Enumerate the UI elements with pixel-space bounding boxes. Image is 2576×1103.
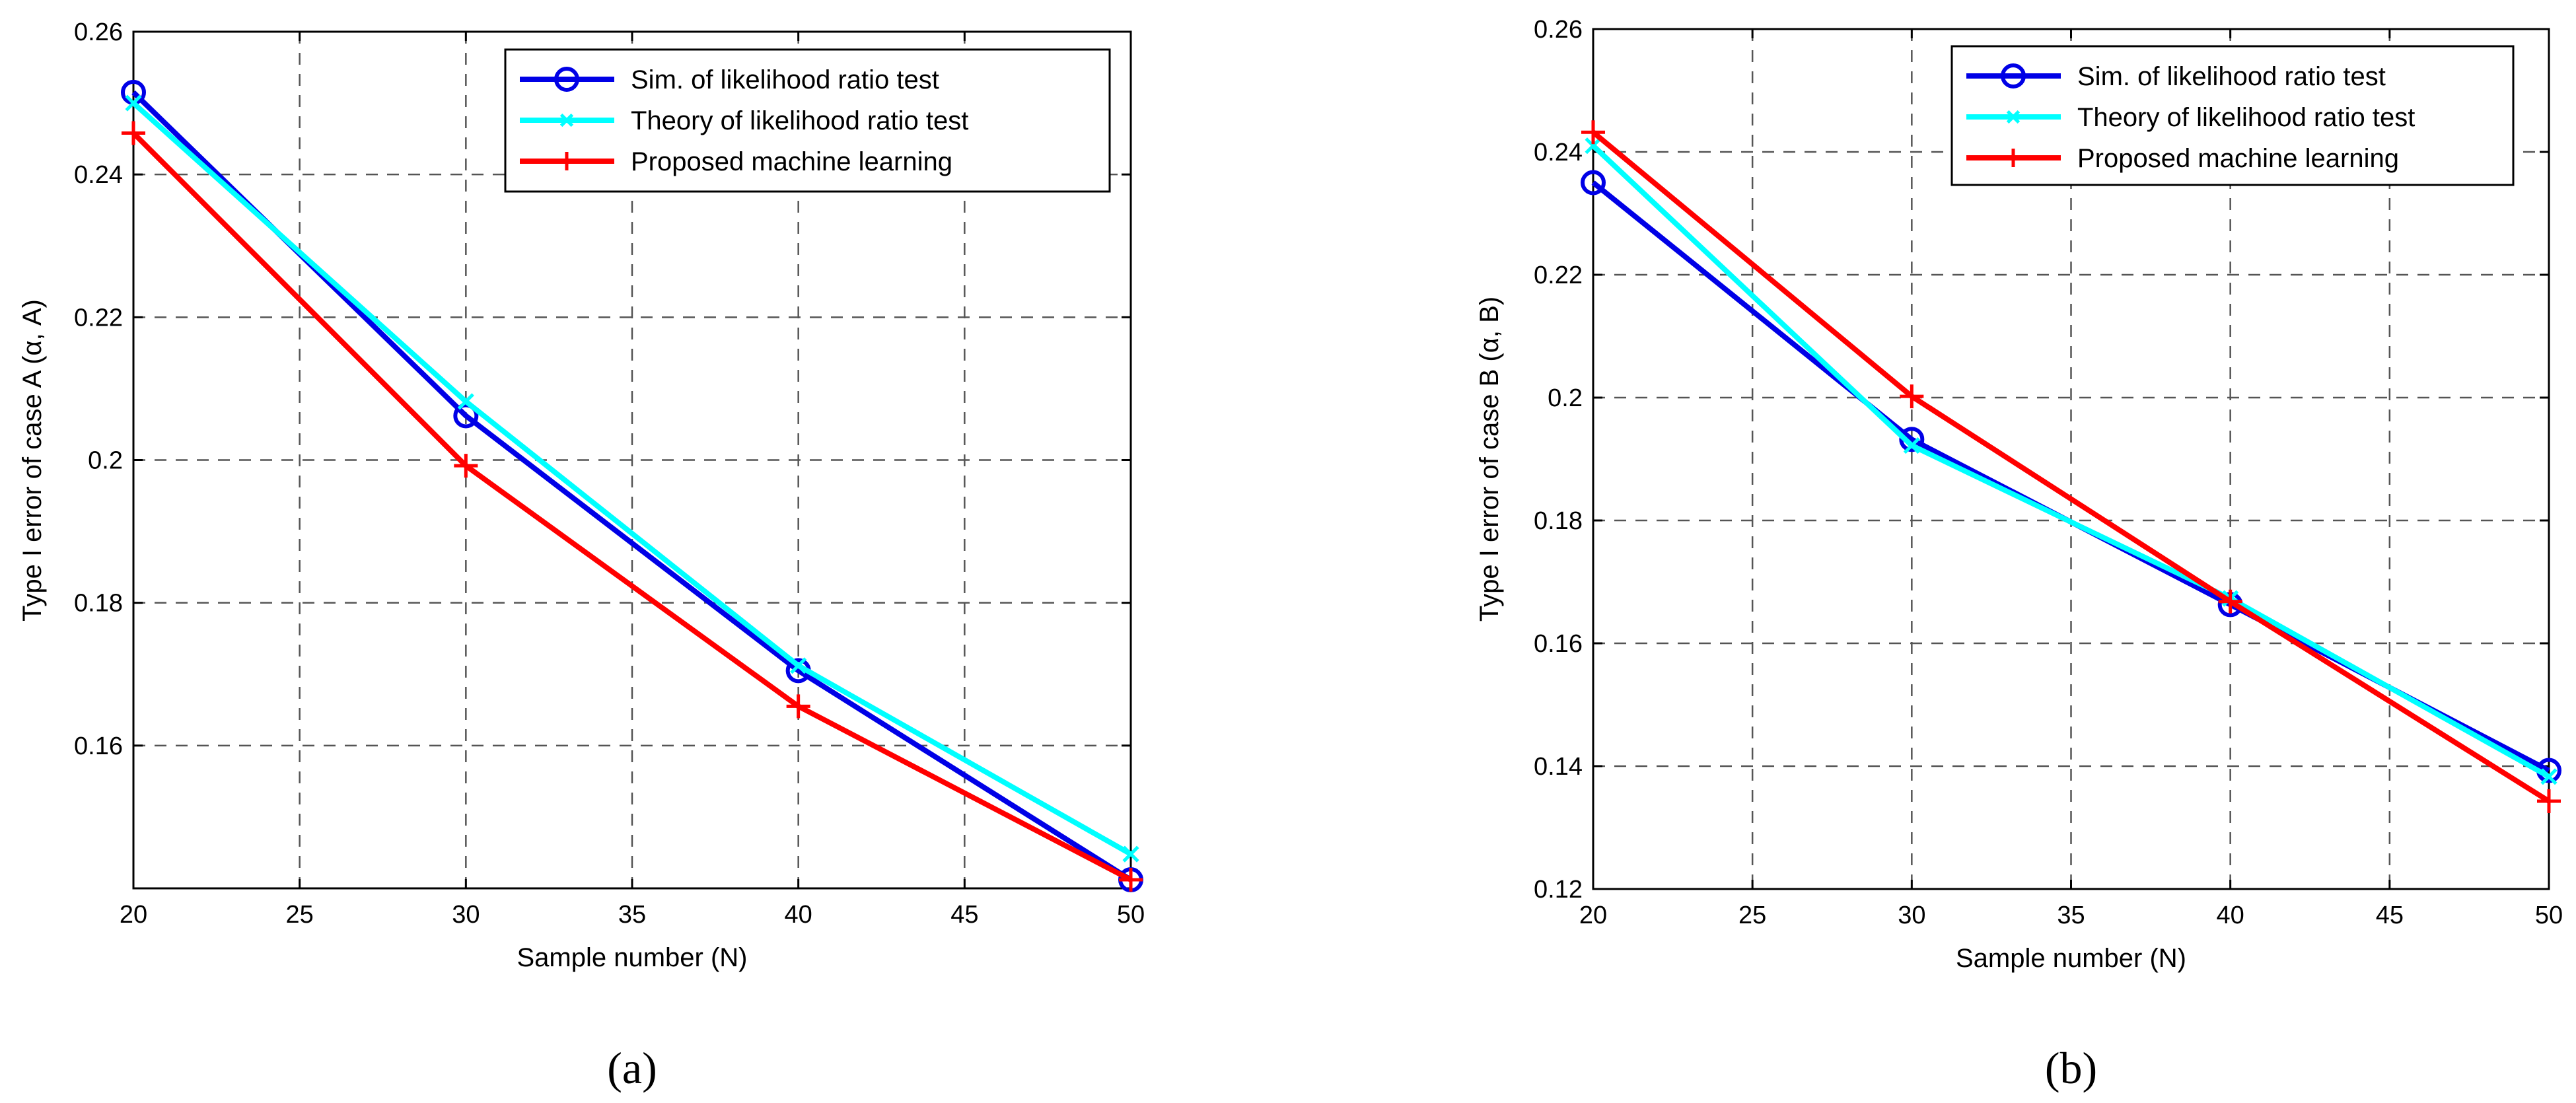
data-point-x-stroke (125, 94, 142, 112)
x-tick-label: 50 (2535, 902, 2563, 929)
legend-item: Theory of likelihood ratio test (1966, 103, 2415, 132)
legend-label: Theory of likelihood ratio test (631, 106, 968, 135)
x-tick-label: 25 (286, 901, 314, 929)
legend-label: Proposed machine learning (631, 147, 952, 176)
y-tick-label: 0.16 (74, 732, 123, 760)
legend-label: Sim. of likelihood ratio test (631, 65, 939, 94)
y-tick-label: 0.18 (74, 590, 123, 618)
legend-item: Sim. of likelihood ratio test (520, 65, 939, 94)
data-point-plus (122, 121, 145, 145)
data-point-x-stroke (1585, 137, 1602, 155)
x-tick-label: 50 (1117, 901, 1145, 929)
series-line (1591, 130, 2551, 804)
x-axis-label: Sample number (N) (1956, 944, 2186, 973)
data-point-plus (557, 152, 576, 170)
legend-label: Sim. of likelihood ratio test (2077, 62, 2386, 91)
y-tick-label: 0.12 (1534, 876, 1583, 904)
x-tick-label: 35 (618, 901, 646, 929)
data-point-x (559, 113, 574, 127)
data-point-plus (1581, 120, 1605, 145)
data-point-plus (2218, 589, 2242, 614)
y-tick-label: 0.26 (74, 18, 123, 46)
data-point-x (2540, 768, 2558, 785)
series-line (1591, 143, 2550, 779)
data-point-circle (453, 403, 479, 429)
legend: Sim. of likelihood ratio test Theory of l… (1950, 45, 2515, 186)
legend: Sim. of likelihood ratio test Theory of l… (504, 48, 1111, 193)
x-tick-label: 40 (785, 901, 812, 929)
y-axis-label: Type I error of case A (α, A) (18, 299, 47, 622)
data-point-x-stroke (1903, 437, 1920, 454)
data-point-x-stroke (2006, 110, 2021, 124)
data-point-x-stroke (1122, 845, 1139, 863)
data-point-plus (2004, 149, 2022, 167)
data-point-x (1903, 437, 1920, 454)
x-tick-label: 35 (2057, 902, 2085, 929)
legend-item: Proposed machine learning (520, 147, 952, 176)
x-tick-label: 30 (1898, 902, 1925, 929)
data-point-plus (1119, 868, 1143, 892)
y-tick-label: 0.2 (88, 447, 123, 475)
data-point-plus (1900, 384, 1924, 409)
y-tick-label: 0.26 (1534, 16, 1583, 44)
data-point-plus (2537, 789, 2561, 814)
y-tick-label: 0.22 (74, 304, 123, 332)
series-plus (122, 121, 1143, 892)
data-point-x (125, 94, 142, 112)
data-point-plus (454, 454, 478, 478)
y-tick-label: 0.16 (1534, 630, 1583, 658)
x-tick-label: 20 (120, 901, 147, 929)
x-tick-label: 40 (2217, 902, 2244, 929)
data-point-circle (1581, 170, 1606, 196)
data-point-circle (554, 67, 579, 92)
x-tick-label: 45 (2376, 902, 2404, 929)
y-tick-label: 0.18 (1534, 507, 1583, 535)
y-tick-label: 0.22 (1534, 262, 1583, 289)
data-point-x-stroke (2540, 768, 2558, 785)
y-tick-label: 0.24 (1534, 139, 1583, 166)
x-tick-label: 45 (950, 901, 978, 929)
legend-item: Sim. of likelihood ratio test (1966, 62, 2386, 91)
data-point-x (2006, 110, 2021, 124)
y-tick-label: 0.24 (74, 161, 123, 189)
data-point-x-stroke (559, 113, 574, 127)
x-tick-label: 30 (452, 901, 480, 929)
data-point-x (1585, 137, 1602, 155)
series-line (131, 131, 1132, 882)
data-point-plus (786, 694, 810, 719)
panel-label: (b) (2045, 1043, 2097, 1093)
data-point-x (790, 657, 807, 674)
data-point-x (1122, 845, 1139, 863)
series-x (125, 94, 1139, 863)
data-point-circle (2001, 63, 2026, 89)
x-axis-label: Sample number (N) (517, 943, 747, 972)
series-line (131, 101, 1132, 857)
y-tick-label: 0.2 (1548, 384, 1583, 412)
chart-b: 20 25 30 35 40 45 50 0.12 0.14 0.16 0.18 0.2 0.22 0.2… (1475, 16, 2563, 1093)
legend-label: Proposed machine learning (2077, 144, 2399, 173)
x-tick-label: 25 (1738, 902, 1766, 929)
x-tick-label: 20 (1579, 902, 1607, 929)
series-plus (1581, 120, 2561, 814)
legend-item: Proposed machine learning (1966, 144, 2399, 173)
data-point-x-stroke (790, 657, 807, 674)
data-point-circle (1899, 427, 1925, 452)
panel-label: (a) (607, 1043, 657, 1093)
data-point-x (457, 393, 474, 410)
legend-label: Theory of likelihood ratio test (2077, 103, 2415, 132)
y-tick-label: 0.14 (1534, 753, 1583, 781)
data-point-x-stroke (457, 393, 474, 410)
legend-item: Theory of likelihood ratio test (520, 106, 968, 135)
y-axis-label: Type I error of case B (α, B) (1475, 297, 1504, 622)
chart-a: 20 25 30 35 40 45 50 0.16 0.18 0.2 0.22 0.24 0.26 Sam… (18, 18, 1145, 1093)
